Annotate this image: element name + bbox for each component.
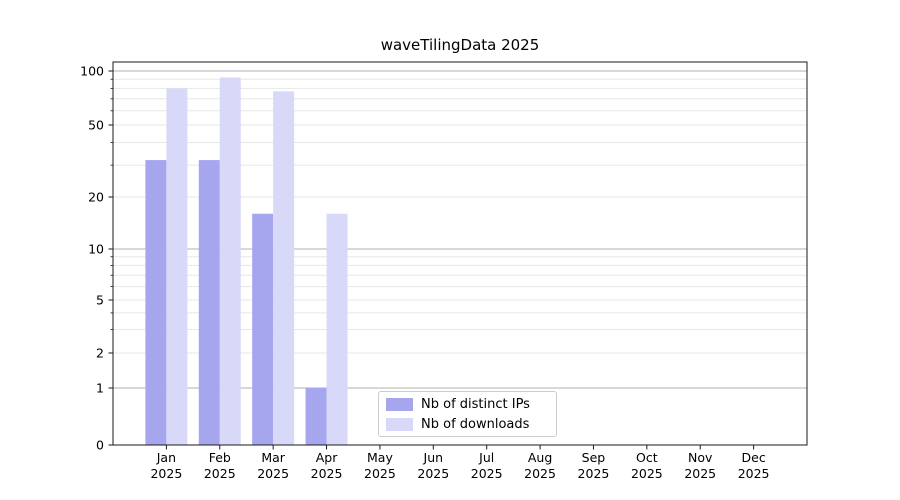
x-tick-label-month-may: May [367, 450, 393, 465]
x-tick-label-year-nov: 2025 [684, 466, 716, 481]
x-tick-label-year-jun: 2025 [417, 466, 449, 481]
y-tick-label-50: 50 [88, 118, 104, 133]
x-tick-label-month-aug: Aug [528, 450, 552, 465]
bar-nb-of-downloads-mar [273, 91, 295, 446]
y-tick-label-1: 1 [96, 381, 104, 396]
x-tick-label-month-jul: Jul [478, 450, 494, 465]
x-tick-label-year-aug: 2025 [524, 466, 556, 481]
x-tick-label-month-sep: Sep [582, 450, 606, 465]
legend-label-distinct-ips: Nb of distinct IPs [421, 396, 530, 412]
y-tick-label-10: 10 [88, 242, 104, 257]
x-tick-label-month-oct: Oct [636, 450, 658, 465]
bar-nb-of-distinct-ips-feb [198, 160, 220, 445]
x-tick-label-year-sep: 2025 [578, 466, 610, 481]
legend-item-downloads: Nb of downloads [386, 417, 546, 432]
x-tick-label-month-dec: Dec [742, 450, 766, 465]
bar-nb-of-distinct-ips-mar [252, 213, 274, 445]
x-tick-label-month-apr: Apr [316, 450, 338, 465]
bar-nb-of-downloads-apr [326, 213, 348, 445]
legend-swatch-distinct-ips [386, 397, 413, 411]
x-tick-label-year-may: 2025 [364, 466, 396, 481]
legend: Nb of distinct IPs Nb of downloads [378, 391, 557, 437]
bar-nb-of-distinct-ips-apr [305, 388, 327, 445]
y-tick-label-0: 0 [96, 438, 104, 453]
bar-nb-of-downloads-jan [166, 88, 188, 445]
bar-nb-of-distinct-ips-jan [145, 160, 167, 445]
x-tick-label-year-feb: 2025 [204, 466, 236, 481]
x-tick-label-month-jan: Jan [156, 450, 176, 465]
axes-frame [112, 61, 808, 446]
y-tick-label-100: 100 [80, 64, 104, 79]
x-tick-label-year-jan: 2025 [150, 466, 182, 481]
x-tick-label-month-nov: Nov [688, 450, 713, 465]
x-tick-label-year-apr: 2025 [311, 466, 343, 481]
x-tick-label-month-feb: Feb [209, 450, 231, 465]
x-tick-label-year-jul: 2025 [471, 466, 503, 481]
legend-item-distinct-ips: Nb of distinct IPs [386, 397, 546, 412]
x-tick-label-year-oct: 2025 [631, 466, 663, 481]
x-tick-label-year-mar: 2025 [257, 466, 289, 481]
legend-swatch-downloads [386, 417, 413, 431]
bar-nb-of-downloads-feb [219, 77, 241, 446]
legend-label-downloads: Nb of downloads [421, 416, 530, 432]
y-tick-label-20: 20 [88, 190, 104, 205]
x-tick-label-month-jun: Jun [423, 450, 444, 465]
x-tick-label-month-mar: Mar [261, 450, 285, 465]
x-tick-label-year-dec: 2025 [738, 466, 770, 481]
y-tick-label-2: 2 [96, 346, 104, 361]
chart-title: waveTilingData 2025 [380, 36, 540, 54]
y-tick-label-5: 5 [96, 293, 104, 308]
